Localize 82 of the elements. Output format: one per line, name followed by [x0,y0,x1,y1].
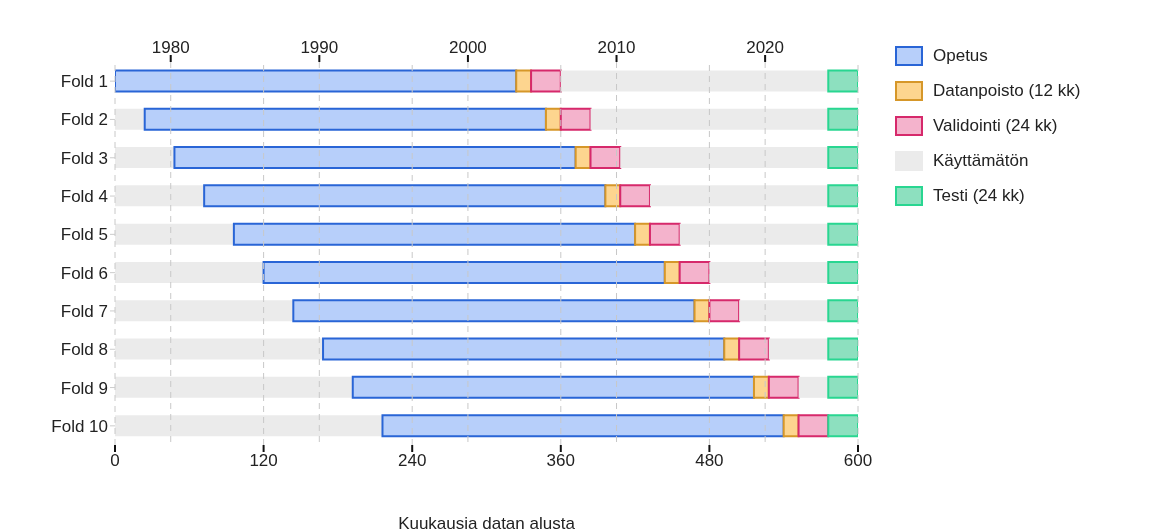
y-tick-label: Fold 9 [60,378,108,398]
bar [590,108,829,130]
bar [173,146,577,170]
bar [649,185,829,207]
bar [678,260,711,284]
bar [827,337,858,361]
bar [559,107,592,131]
x2-tick-label: 2010 [597,38,636,57]
bar [679,223,829,245]
bar [634,222,651,246]
bar [115,185,205,207]
bar [115,376,353,398]
bar [619,184,651,208]
bar [827,184,858,208]
y-tick-label: Fold 5 [60,225,108,245]
bar [827,146,858,170]
x2-tick-label: 1990 [300,38,339,57]
bar [723,337,741,361]
y-tick-label: Fold 3 [60,148,108,168]
y-tick-label: Fold 4 [60,187,108,207]
bar [620,147,829,169]
bar [827,299,858,323]
y-tick-label: Fold 8 [60,340,108,360]
legend-label: Opetus [933,45,988,66]
bar [115,338,324,360]
bar [203,184,607,208]
legend-label: Testi (24 kk) [933,185,1025,206]
bar [798,376,829,398]
bar [768,338,829,360]
x-tick-label: 480 [695,451,724,471]
x2-tick-label: 2020 [746,38,785,57]
bar [782,414,800,438]
bar [292,299,696,323]
bar [115,223,234,245]
legend-label: Käyttämätön [933,150,1029,171]
bar [708,299,741,323]
legend-label: Datanpoisto (12 kk) [933,80,1081,101]
bar [589,146,622,170]
bar [827,414,858,438]
y-tick-label: Fold 7 [60,301,108,321]
bar [530,69,562,93]
bar [738,337,770,361]
bar [232,222,637,246]
bar [381,414,785,438]
x-tick-label: 360 [546,451,575,471]
bar [767,375,800,399]
bar [544,107,562,131]
bar [351,375,755,399]
bar [827,260,858,284]
bar [574,146,592,170]
bar [827,107,858,131]
bar [663,260,681,284]
bar [827,222,858,246]
x2-tick-label: 1980 [151,38,190,57]
bar [322,337,726,361]
bar [515,69,533,93]
bar [797,414,830,438]
x-tick-label: 0 [110,451,120,471]
y-tick-label: Fold 6 [60,263,108,283]
bar [739,300,829,322]
legend-label: Validointi (24 kk) [933,115,1058,136]
bar [648,222,681,246]
bar [262,260,666,284]
bar [827,375,858,399]
bar [115,261,264,283]
bar [115,147,175,169]
bar [143,107,547,131]
x2-tick-label: 2000 [449,38,487,57]
bar [560,70,829,92]
y-tick-label: Fold 1 [60,72,108,92]
bar [115,69,518,93]
x-axis-title: Kuukausia datan alusta [398,514,576,531]
x-tick-label: 600 [843,451,873,471]
bar [827,69,858,93]
bar [115,415,383,437]
y-tick-label: Fold 2 [60,110,108,130]
bar [115,300,294,322]
bar [115,108,145,130]
x-tick-label: 240 [398,451,427,471]
bar [709,261,829,283]
y-tick-label: Fold 10 [51,416,108,436]
x-tick-label: 120 [249,451,278,471]
